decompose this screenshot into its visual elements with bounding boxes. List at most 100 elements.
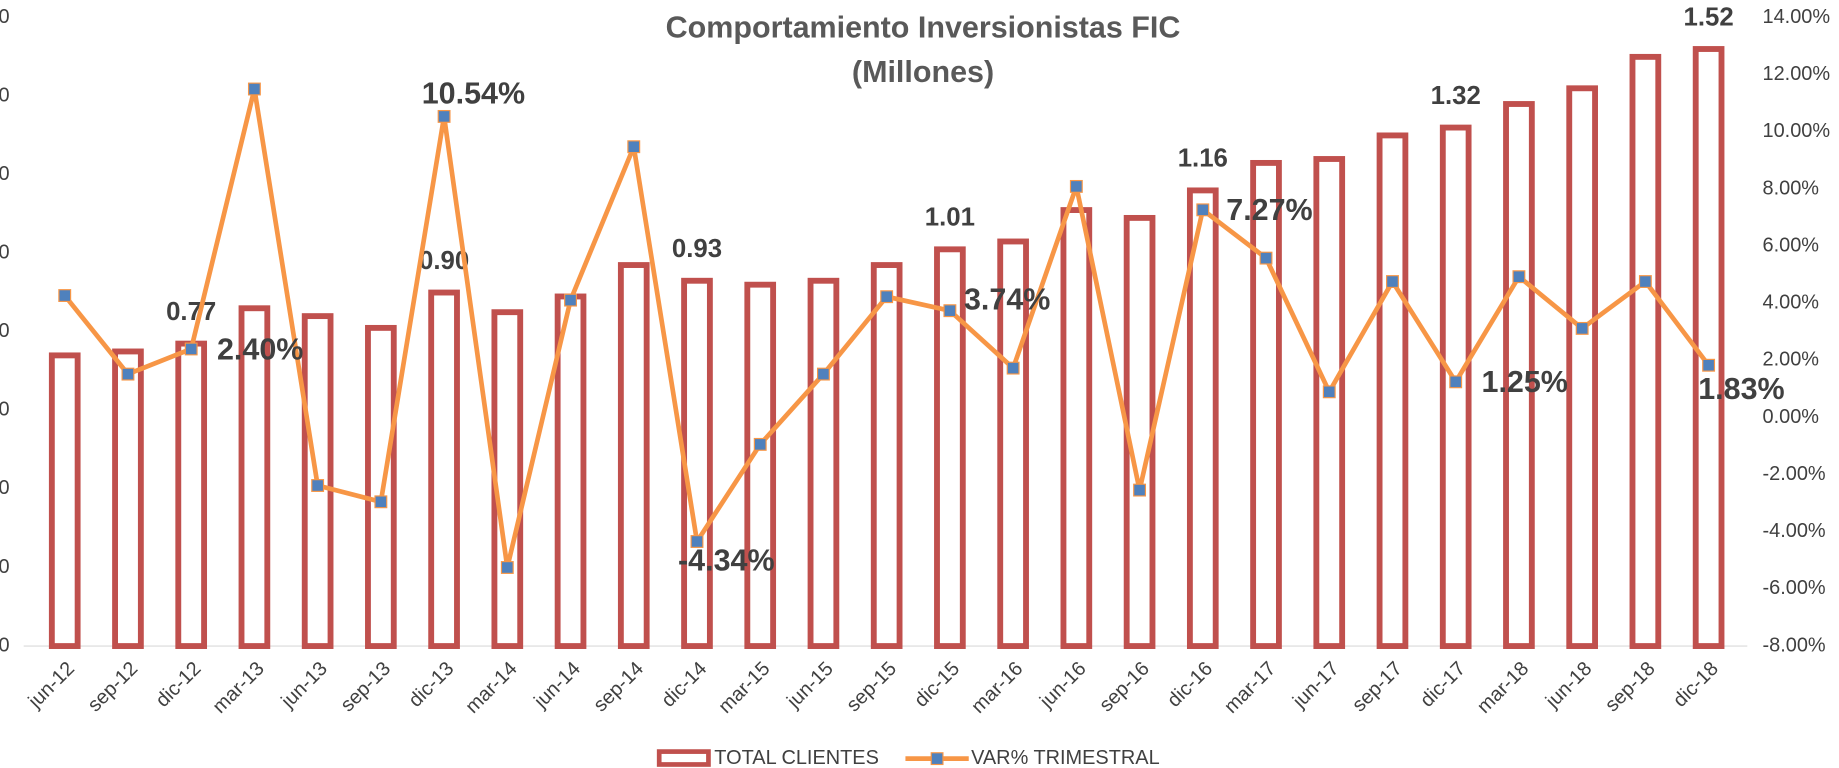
- bar: [1503, 101, 1535, 649]
- y2-tick-label: -6.00%: [1763, 577, 1826, 599]
- bar: [617, 262, 650, 649]
- bar: [1566, 85, 1598, 649]
- bar-data-label: 1.52: [1684, 3, 1734, 31]
- x-tick-label: mar-17: [1220, 658, 1280, 718]
- line-marker: [1259, 251, 1273, 265]
- bar: [681, 277, 713, 649]
- y-tick-label: 0.40: [0, 477, 10, 499]
- x-tick-label: dic-18: [1669, 658, 1723, 712]
- bar: [1376, 132, 1409, 649]
- bar-data-label: 1.16: [1178, 145, 1228, 173]
- legend-swatch: [656, 749, 711, 767]
- line-marker: [753, 437, 767, 451]
- bar: [1629, 53, 1662, 649]
- x-tick-label: jun-17: [1288, 658, 1343, 713]
- y-tick-label: 1.40: [0, 84, 10, 106]
- x-tick-label: jun-13: [277, 658, 332, 713]
- y2-tick-label: -4.00%: [1763, 520, 1826, 542]
- line-data-label: 2.40%: [217, 332, 303, 366]
- line-marker: [58, 289, 72, 302]
- bar: [1313, 156, 1346, 649]
- x-tick-label: jun-12: [24, 658, 79, 713]
- y-tick-label: 1.20: [0, 163, 10, 185]
- x-tick-label: mar-18: [1473, 658, 1533, 718]
- line-data-label: -4.34%: [678, 544, 775, 578]
- x-tick-label: dic-16: [1163, 658, 1217, 712]
- line-marker: [247, 82, 261, 96]
- y-tick-label: 0.00: [0, 634, 10, 656]
- x-tick-label: jun-18: [1541, 658, 1596, 713]
- x-tick-label: jun-15: [782, 658, 837, 713]
- y2-tick-label: 14.00%: [1763, 6, 1831, 28]
- bar: [1060, 207, 1093, 649]
- y2-tick-label: 8.00%: [1763, 177, 1820, 199]
- bar: [428, 289, 460, 649]
- bar: [238, 305, 271, 649]
- line-marker: [816, 367, 830, 381]
- x-tick-label: sep-17: [1348, 658, 1407, 717]
- bar: [1186, 187, 1219, 649]
- line-marker: [184, 342, 198, 356]
- line-marker: [374, 495, 388, 509]
- bar: [1123, 214, 1156, 649]
- y-tick-label: 1.00: [0, 242, 10, 264]
- line-data-label: 7.27%: [1226, 193, 1312, 227]
- y2-tick-label: 0.00%: [1763, 406, 1820, 428]
- bar: [870, 262, 903, 649]
- bar: [554, 293, 587, 649]
- bar: [1692, 46, 1725, 649]
- line-marker: [1196, 203, 1210, 217]
- bar: [491, 309, 524, 649]
- y2-tick-label: 2.00%: [1763, 349, 1820, 371]
- line-marker: [1575, 321, 1589, 335]
- line-marker: [943, 304, 957, 318]
- legend-label: VAR% TRIMESTRAL: [971, 747, 1160, 768]
- line-marker: [1512, 270, 1526, 284]
- line-marker: [1386, 275, 1399, 288]
- y-tick-label: 0.20: [0, 556, 10, 578]
- x-tick-label: mar-13: [209, 658, 269, 718]
- x-tick-label: dic-14: [657, 658, 711, 712]
- line-marker: [1069, 179, 1083, 193]
- line-data-label: 1.83%: [1698, 372, 1784, 406]
- x-tick-label: mar-16: [967, 658, 1027, 718]
- line-data-label: 3.74%: [964, 282, 1050, 316]
- x-tick-label: mar-15: [714, 658, 774, 718]
- line-marker: [1006, 361, 1020, 375]
- line-data-label: 1.25%: [1481, 365, 1567, 399]
- y-tick-label: 0.60: [0, 399, 10, 421]
- x-tick-label: dic-13: [404, 658, 458, 712]
- bar-data-label: 0.77: [166, 298, 216, 326]
- x-tick-label: mar-14: [461, 658, 521, 718]
- bar: [1250, 159, 1282, 649]
- bar: [112, 348, 144, 649]
- x-tick-label: dic-12: [152, 658, 206, 712]
- line-marker: [880, 290, 894, 304]
- line-marker: [627, 140, 641, 154]
- legend-swatch: [930, 752, 944, 766]
- bar-data-label: 1.32: [1431, 82, 1481, 110]
- line-marker: [564, 293, 577, 307]
- chart-title: Comportamiento Inversionistas FIC: [666, 10, 1181, 44]
- line-marker: [1322, 385, 1336, 399]
- chart-subtitle: (Millones): [852, 55, 994, 89]
- x-tick-label: jun-14: [529, 658, 584, 713]
- line-marker: [1133, 483, 1147, 497]
- y2-tick-label: -8.00%: [1763, 634, 1826, 656]
- x-tick-label: sep-13: [337, 658, 396, 717]
- line-marker: [690, 535, 704, 548]
- bar: [365, 324, 397, 649]
- line-marker: [121, 367, 135, 381]
- legend-label: TOTAL CLIENTES: [714, 747, 879, 768]
- x-tick-label: sep-16: [1095, 658, 1154, 717]
- bar-data-label: 1.01: [925, 204, 975, 232]
- x-tick-label: dic-17: [1416, 658, 1470, 712]
- line-marker: [1638, 275, 1652, 288]
- y-tick-label: 0.80: [0, 320, 10, 342]
- y2-tick-label: 12.00%: [1763, 63, 1831, 85]
- bar-data-label: 0.93: [672, 235, 722, 263]
- bar: [997, 238, 1029, 649]
- y-tick-label: 1.60: [0, 6, 10, 28]
